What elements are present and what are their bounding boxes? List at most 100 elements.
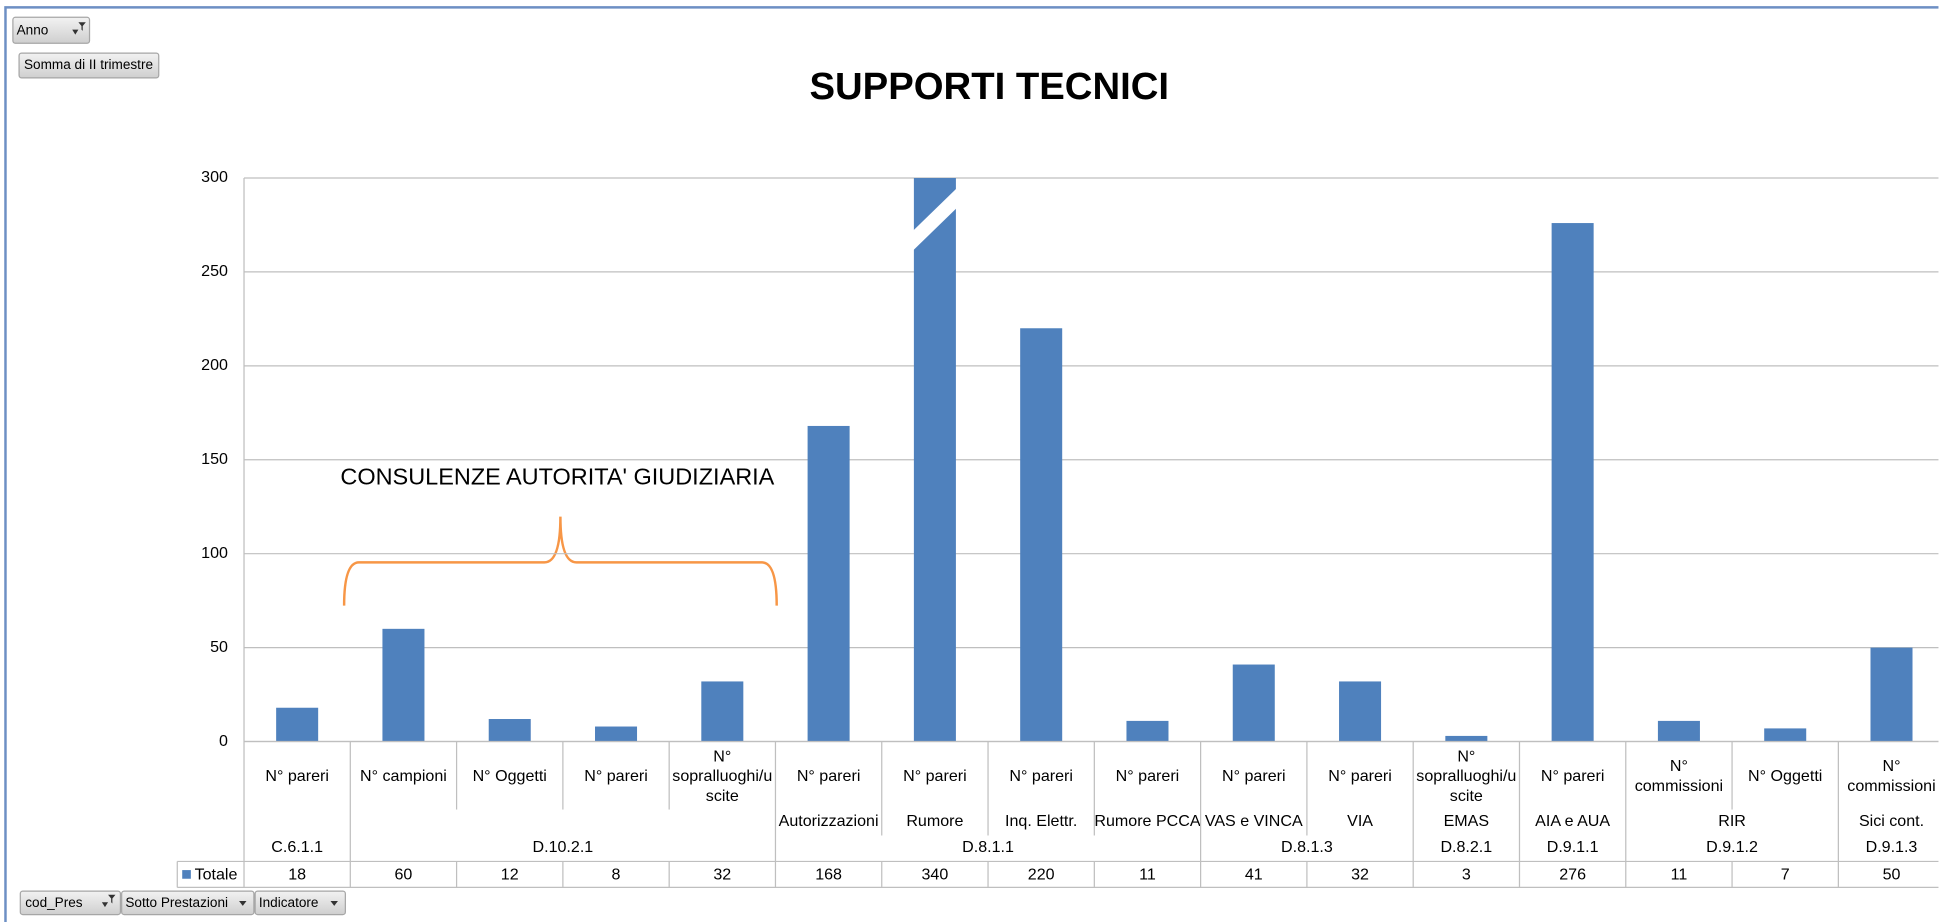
bar (913, 177, 956, 742)
bar (1764, 728, 1807, 742)
x-tick-label: N° commissioni (1847, 756, 1936, 795)
bar (276, 707, 319, 742)
x-tick-label: N° commissioni (1634, 756, 1724, 795)
y-tick-label: 150 (201, 450, 228, 468)
x-tick-label: N° pareri (1221, 766, 1286, 785)
subgroup-label: VIA (1347, 812, 1373, 830)
bar (701, 681, 744, 742)
subgroup-label: Rumore (906, 812, 963, 830)
y-tick-label: 200 (201, 356, 228, 374)
x-tick-label: N° sopralluoghi/uscite (1416, 746, 1517, 805)
y-tick-label: 0 (219, 732, 228, 750)
x-tick-label: N° pareri (265, 766, 329, 785)
x-tick-label: N° Oggetti (1748, 766, 1823, 785)
x-tick-label: N° pareri (1328, 766, 1392, 785)
value-cell: 3 (1462, 865, 1471, 883)
legend-label: Totale (195, 865, 238, 883)
x-tick-label: N° pareri (1540, 766, 1605, 785)
axis-break (912, 187, 958, 251)
annotation-brace (342, 516, 778, 606)
x-tick-label: N° pareri (265, 766, 329, 785)
x-tick-label: N° campioni (360, 766, 447, 785)
bar (1232, 664, 1275, 742)
x-tick-label: N° commissioni (1847, 756, 1936, 795)
value-cell: 168 (815, 865, 842, 883)
value-cell: 32 (713, 865, 731, 883)
group-label: D.8.2.1 (1440, 838, 1492, 856)
value-cell: 50 (1883, 865, 1901, 883)
x-tick-label: N° pareri (903, 766, 967, 785)
filter-cod[interactable]: cod_Pres (19, 890, 122, 916)
x-tick-label: N° pareri (1115, 766, 1180, 785)
filter-label: Anno (17, 22, 49, 37)
chart-title: SUPPORTI TECNICI (809, 65, 1169, 108)
x-tick-label: N° sopralluoghi/uscite (1416, 746, 1517, 805)
bar (1020, 328, 1063, 742)
group-label: D.9.1.1 (1547, 838, 1599, 856)
x-tick-label: N° Oggetti (472, 766, 547, 785)
value-cell: 340 (922, 865, 949, 883)
bar (807, 425, 850, 742)
group-label: C.6.1.1 (271, 838, 323, 856)
value-cell: 12 (501, 865, 519, 883)
x-tick-label: N° pareri (584, 766, 648, 785)
bar (595, 726, 638, 742)
bar (488, 719, 531, 742)
value-cell: 276 (1559, 865, 1586, 883)
subgroup-label: Sici cont. (1859, 812, 1924, 830)
group-label: D.9.1.2 (1706, 838, 1758, 856)
x-tick-label: N° pareri (1221, 766, 1286, 785)
annotation: CONSULENZE AUTORITA' GIUDIZIARIA (340, 464, 774, 490)
x-tick-label: N° commissioni (1634, 756, 1724, 795)
bar (1445, 735, 1488, 742)
subgroup-label: EMAS (1444, 812, 1489, 830)
y-tick-label: 50 (210, 638, 228, 656)
bar (382, 628, 425, 742)
x-tick-label: N° pareri (1009, 766, 1073, 785)
bar (1551, 223, 1594, 742)
x-tick-label: N° sopralluoghi/uscite (672, 746, 772, 804)
frame (4, 6, 1939, 922)
value-cell: 220 (1028, 865, 1055, 883)
x-tick-label: N° pareri (584, 766, 648, 785)
group-label: D.9.1.3 (1866, 838, 1918, 856)
x-tick-label: N° pareri (797, 766, 861, 785)
bar (1126, 720, 1169, 742)
y-tick-label: 250 (201, 262, 228, 280)
value-field[interactable]: Somma di II trimestre (18, 52, 160, 79)
value-cell: 32 (1351, 865, 1369, 883)
x-tick-label: N° Oggetti (472, 766, 547, 785)
x-tick-label: N° Oggetti (1748, 766, 1823, 785)
filter-label: Sotto Prestazioni (125, 895, 228, 910)
x-tick-label: N° pareri (1540, 766, 1605, 785)
x-tick-label: N° pareri (903, 766, 967, 785)
bar (1870, 647, 1913, 742)
value-cell: 8 (612, 865, 621, 883)
group-label: D.10.2.1 (533, 838, 594, 856)
x-tick-label: N° campioni (360, 766, 447, 785)
value-cell: 11 (1671, 865, 1688, 883)
legend-swatch (182, 870, 191, 879)
bar (1339, 681, 1382, 742)
group-label: D.8.1.3 (1281, 838, 1333, 856)
bar (1657, 720, 1700, 742)
x-tick-label: N° pareri (1009, 766, 1073, 785)
group-label: D.8.1.1 (962, 838, 1014, 856)
value-cell: 41 (1245, 865, 1263, 883)
value-cell: 60 (395, 865, 413, 883)
value-cell: 7 (1781, 865, 1790, 883)
subgroup-label: Rumore PCCA (1094, 812, 1200, 830)
filter-sotto[interactable]: Sotto Prestazioni (121, 890, 255, 916)
x-tick-label: N° pareri (1328, 766, 1392, 785)
subgroup-label: RIR (1718, 812, 1746, 830)
subgroup-label: VAS e VINCA (1205, 812, 1303, 830)
filter-anno[interactable]: Anno (12, 16, 91, 44)
filter-indicatore[interactable]: Indicatore (254, 890, 346, 916)
filter-label: cod_Pres (25, 895, 83, 910)
y-tick-label: 300 (201, 168, 228, 186)
filter-label: Indicatore (259, 895, 319, 910)
x-tick-label: N° pareri (1115, 766, 1180, 785)
